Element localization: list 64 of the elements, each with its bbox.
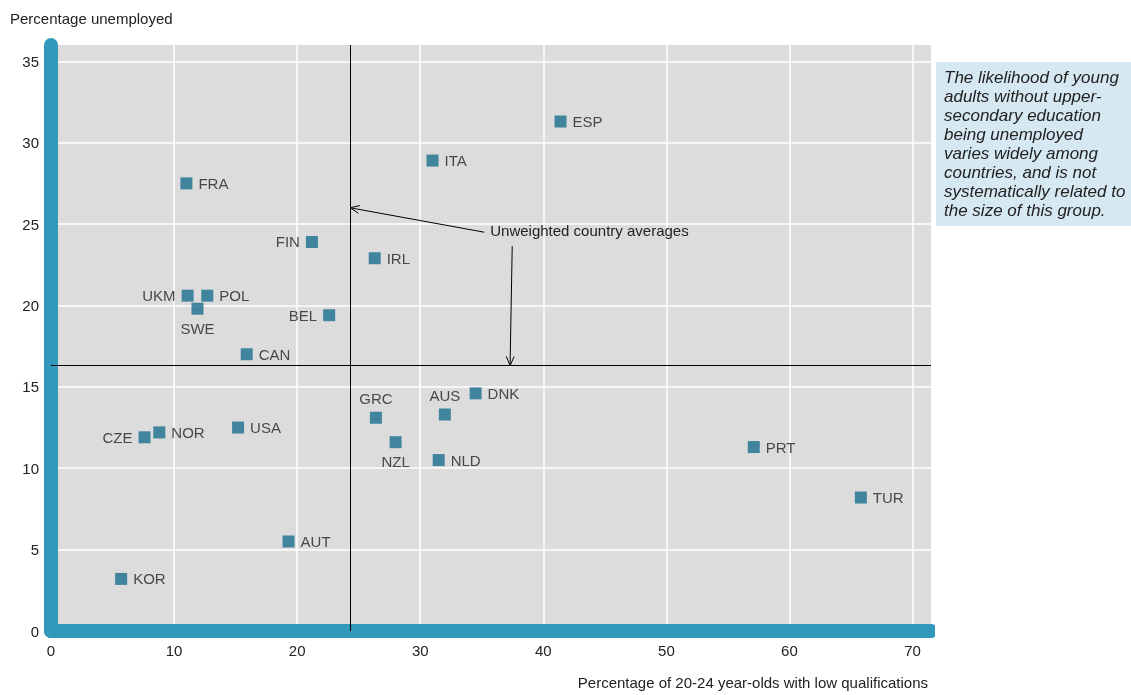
- y-axis-title: Percentage unemployed: [10, 10, 173, 27]
- data-label: BEL: [288, 306, 318, 324]
- y-tick-label: 10: [22, 459, 39, 477]
- point: [115, 572, 128, 585]
- x-tick-label: 0: [46, 642, 56, 659]
- y-tick-label: 30: [22, 134, 39, 152]
- point: [854, 491, 867, 504]
- text: The likelihood of young adults without upper-secondary education being unemployed varies widely among countries, and is not systematically related to the size of this group.: [936, 62, 1131, 226]
- point: [747, 441, 760, 454]
- x-tick-label: 60: [781, 642, 798, 659]
- data-label: SWE: [180, 319, 215, 337]
- data-label: CZE: [102, 428, 133, 446]
- data-label: USA: [250, 419, 281, 437]
- y-tick-label: 0: [30, 622, 39, 640]
- point: [153, 426, 166, 439]
- data-label: IRL: [386, 249, 411, 267]
- data-label: NLD: [450, 451, 481, 469]
- point: [438, 408, 451, 421]
- data-label: ITA: [444, 152, 467, 170]
- point: [432, 454, 445, 467]
- x-tick-label: 40: [534, 642, 552, 659]
- point: [191, 302, 204, 315]
- point: [389, 436, 402, 449]
- y-tick-label: 15: [22, 378, 39, 396]
- y-tick-label: 25: [22, 215, 39, 233]
- point: [282, 535, 295, 548]
- point: [469, 387, 482, 400]
- data-label: AUS: [429, 386, 461, 404]
- data-label: UKM: [142, 287, 176, 305]
- data-label: FRA: [198, 174, 229, 192]
- data-label: PRT: [765, 438, 796, 456]
- point: [180, 177, 193, 190]
- y-tick-label: 5: [30, 541, 39, 559]
- point: [426, 154, 439, 167]
- y-tick-label: 20: [22, 296, 39, 314]
- point: [240, 348, 253, 361]
- point: [554, 115, 567, 128]
- point: [232, 421, 245, 434]
- point: [138, 431, 151, 444]
- x-tick-label: 30: [411, 642, 429, 659]
- x-tick-label: 50: [658, 642, 675, 659]
- point: [305, 235, 318, 248]
- y-tick-label: 35: [22, 52, 39, 70]
- data-label: CAN: [258, 345, 291, 363]
- point: [181, 289, 194, 302]
- point: [323, 309, 336, 322]
- data-label: POL: [219, 287, 250, 305]
- point: [369, 411, 382, 424]
- data-label: NOR: [171, 423, 205, 441]
- data-label: ESP: [572, 113, 603, 131]
- x-tick-label: 70: [904, 642, 921, 659]
- x-tick-label: 20: [288, 642, 306, 659]
- data-label: DNK: [487, 384, 520, 402]
- data-label: AUT: [300, 532, 331, 550]
- point: [368, 252, 381, 265]
- point: [201, 289, 214, 302]
- x-axis-title: Percentage of 20-24 year-olds with low qualifications: [577, 674, 928, 691]
- annotation: Unweighted country averages: [490, 222, 689, 240]
- data-label: KOR: [133, 570, 166, 588]
- x-tick-label: 10: [165, 642, 183, 659]
- data-label: GRC: [359, 389, 393, 407]
- data-label: FIN: [275, 233, 300, 251]
- data-label: NZL: [381, 453, 410, 471]
- data-label: TUR: [872, 489, 904, 507]
